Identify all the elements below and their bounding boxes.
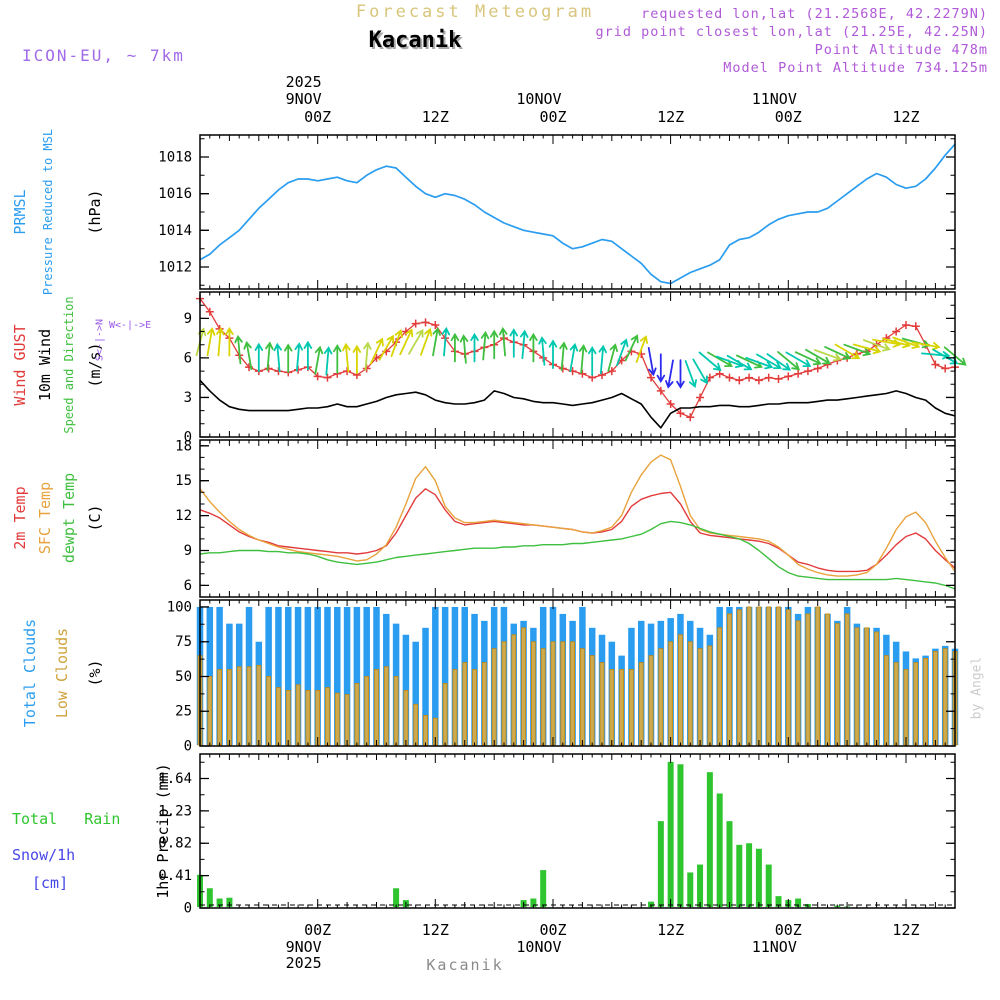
svg-text:6: 6 <box>184 350 192 366</box>
svg-text:2025: 2025 <box>286 73 322 91</box>
wind-speed-dir-label: Speed and Direction <box>62 296 76 434</box>
svg-text:15: 15 <box>175 473 192 489</box>
svg-text:12Z: 12Z <box>422 921 449 939</box>
temp-sfc-label: SFC Temp <box>36 481 54 555</box>
svg-text:9NOV: 9NOV <box>286 938 322 956</box>
svg-text:12Z: 12Z <box>422 108 449 126</box>
snow-label: Snow/1h <box>12 846 76 864</box>
svg-text:00Z: 00Z <box>775 108 802 126</box>
svg-text:10NOV: 10NOV <box>516 90 561 108</box>
total-clouds-label: Total Clouds <box>21 618 39 728</box>
location-info: requested lon,lat (21.2568E, 42.2279N) g… <box>596 5 989 77</box>
panel-temp: 6 9 12 15 18 <box>175 438 956 598</box>
svg-text:1.23: 1.23 <box>158 803 192 819</box>
svg-text:1016: 1016 <box>158 186 192 202</box>
snow-unit-label: [cm] <box>32 874 69 892</box>
svg-text:1018: 1018 <box>158 150 192 166</box>
wind-gust-label: Wind GUST <box>11 324 29 406</box>
grid-point-coords: grid point closest lon,lat (21.25E, 42.2… <box>595 24 988 40</box>
panel-pressure: 1012 1014 1016 1018 <box>158 134 956 290</box>
pressure-unit-label: (hPa) <box>86 189 104 235</box>
panel-wind: 0 3 6 9 <box>184 291 967 446</box>
svg-text:9NOV: 9NOV <box>286 90 322 108</box>
svg-text:1014: 1014 <box>158 223 192 239</box>
svg-text:10NOV: 10NOV <box>516 938 561 956</box>
svg-text:1012: 1012 <box>158 260 192 276</box>
svg-text:50: 50 <box>175 669 192 685</box>
svg-text:0.82: 0.82 <box>158 836 192 852</box>
time-axis-labels: 00Z00Z9NOV9NOV2025202512Z12Z00Z00Z10NOV1… <box>286 73 920 972</box>
page-title: Forecast Meteogram <box>355 2 595 22</box>
svg-text:2025: 2025 <box>286 954 322 972</box>
svg-text:0: 0 <box>184 739 192 755</box>
precip-axis-label: 1hr Precip (mm) <box>154 763 172 899</box>
svg-text:00Z: 00Z <box>775 921 802 939</box>
temp-dewpt-label: dewpt Temp <box>60 472 78 564</box>
point-altitude: Point Altitude 478m <box>814 42 988 58</box>
svg-text:12: 12 <box>175 508 192 524</box>
watermark: by Angel <box>969 656 985 720</box>
compass-we-legend: W<-|->E <box>109 320 152 331</box>
svg-text:0: 0 <box>184 901 192 917</box>
panel-clouds: 0 25 50 75 100 <box>167 599 959 755</box>
svg-text:18: 18 <box>175 438 192 454</box>
svg-text:100: 100 <box>167 599 192 615</box>
footer-station: Kacanik <box>426 956 504 974</box>
svg-text:9: 9 <box>184 311 192 327</box>
svg-text:12Z: 12Z <box>657 921 684 939</box>
svg-text:00Z: 00Z <box>539 108 566 126</box>
svg-text:3: 3 <box>184 390 192 406</box>
svg-text:0: 0 <box>184 430 192 446</box>
model-label: ICON-EU, ~ 7km <box>22 46 185 65</box>
compass-ns-legend: S<-|->N <box>94 318 106 362</box>
svg-text:11NOV: 11NOV <box>752 938 797 956</box>
svg-text:00Z: 00Z <box>304 921 331 939</box>
svg-text:12Z: 12Z <box>892 108 919 126</box>
svg-text:75: 75 <box>175 634 192 650</box>
svg-text:9: 9 <box>184 543 192 559</box>
model-point-altitude: Model Point Altitude 734.125m <box>723 60 988 76</box>
svg-text:00Z: 00Z <box>539 921 566 939</box>
station-title: Kacanik <box>368 28 462 53</box>
svg-text:12Z: 12Z <box>892 921 919 939</box>
panel-precip: 0 0.41 0.82 1.23 1.64 <box>158 753 956 917</box>
requested-coords: requested lon,lat (21.2568E, 42.2279N) <box>641 6 988 22</box>
svg-text:12Z: 12Z <box>657 108 684 126</box>
svg-text:00Z: 00Z <box>304 108 331 126</box>
svg-text:6: 6 <box>184 578 192 594</box>
svg-text:0.41: 0.41 <box>158 868 192 884</box>
wind-10m-label: 10m Wind <box>36 328 54 402</box>
temp-unit-label: (C) <box>86 504 104 532</box>
pressure-axis-label: PRMSL <box>11 189 29 235</box>
clouds-unit-label: (%) <box>86 659 104 687</box>
svg-text:11NOV: 11NOV <box>752 90 797 108</box>
svg-text:1.64: 1.64 <box>158 771 192 787</box>
svg-text:25: 25 <box>175 704 192 720</box>
low-clouds-label: Low Clouds <box>53 627 71 719</box>
temp-2m-label: 2m Temp <box>11 486 29 550</box>
total-rain-label: Total Rain <box>12 810 121 828</box>
pressure-axis-sublabel: Pressure Reduced to MSL <box>41 128 55 296</box>
